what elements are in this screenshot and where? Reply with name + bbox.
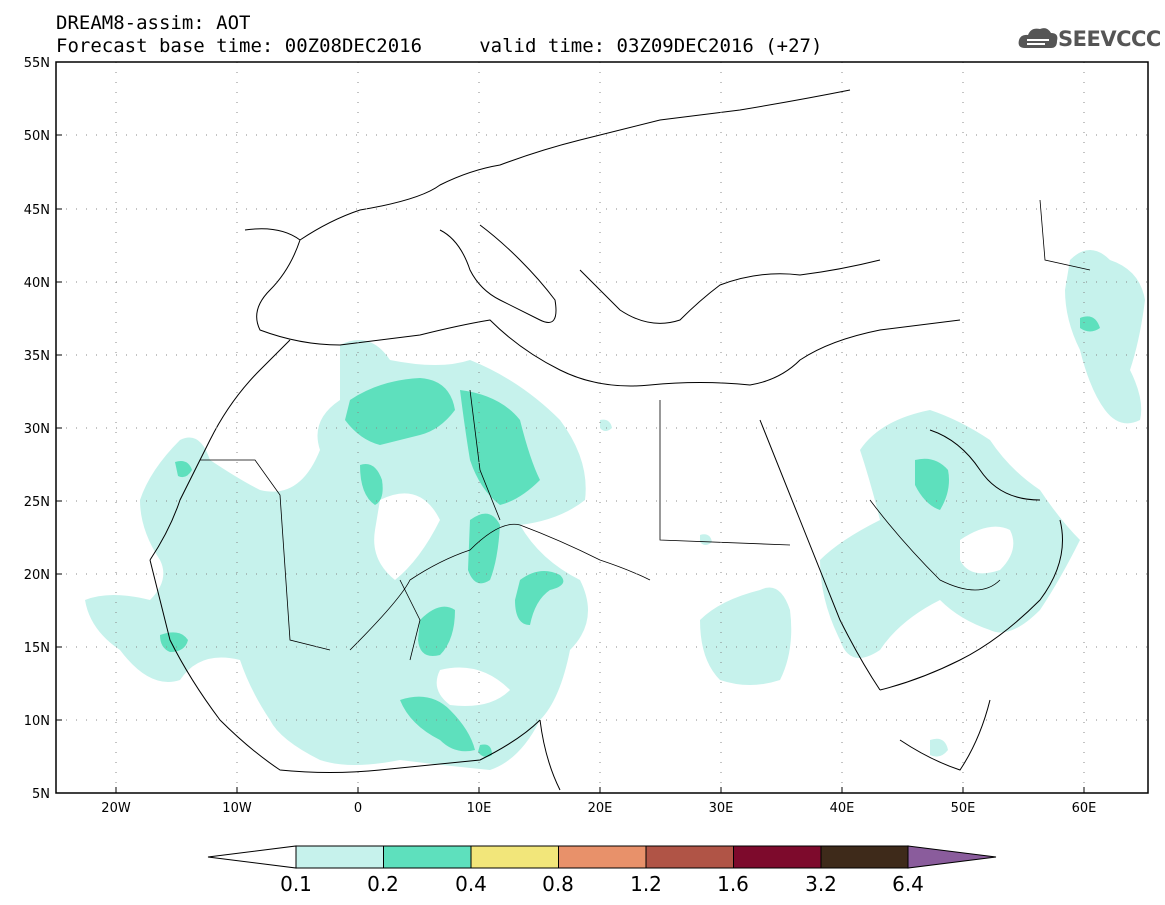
colorbar-min-arrow: [207, 845, 297, 869]
logo-text: SEEVCCC: [1058, 27, 1161, 51]
lat-label: 35N: [24, 349, 50, 364]
lat-labels: 55N 50N 45N 40N 35N 30N 25N 20N 15N 10N …: [24, 56, 50, 802]
colorbar-label: 3.2: [805, 872, 837, 896]
lon-label: 30E: [709, 801, 734, 816]
lon-label: 10E: [467, 801, 492, 816]
aot-layer-0.2: [160, 316, 1100, 757]
colorbar-label: 0.8: [542, 872, 574, 896]
lat-label: 30N: [24, 422, 50, 437]
colorbar-box: [470, 845, 559, 869]
lon-label: 20W: [101, 801, 131, 816]
colorbar-box: [645, 845, 734, 869]
lon-label: 40E: [830, 801, 855, 816]
colorbar-label: 0.1: [280, 872, 312, 896]
aot-field: [85, 250, 1145, 770]
lon-labels: 20W 10W 0 10E 20E 30E 40E 50E 60E: [101, 801, 1096, 816]
colorbar-box: [295, 845, 384, 869]
lat-label: 20N: [24, 568, 50, 583]
colorbar-box: [820, 845, 909, 869]
cloud-icon: [1018, 28, 1058, 48]
colorbar-box: [558, 845, 647, 869]
lat-label: 40N: [24, 276, 50, 291]
map-subtitle: Forecast base time: 00Z08DEC2016 valid t…: [56, 35, 823, 57]
colorbar-label: 1.6: [717, 872, 749, 896]
map-title: DREAM8-assim: AOT: [56, 12, 251, 34]
lon-label: 0: [354, 801, 362, 816]
colorbar: 0.1 0.2 0.4 0.8 1.2 1.6 3.2 6.4: [207, 845, 997, 896]
colorbar-boxes: [295, 845, 909, 869]
lon-label: 60E: [1072, 801, 1097, 816]
colorbar-label: 0.4: [455, 872, 487, 896]
lat-label: 55N: [24, 56, 50, 71]
graticule: [56, 62, 1148, 793]
lat-label: 10N: [24, 714, 50, 729]
colorbar-label: 6.4: [892, 872, 924, 896]
colorbar-labels: 0.1 0.2 0.4 0.8 1.2 1.6 3.2 6.4: [280, 872, 924, 896]
lat-label: 45N: [24, 203, 50, 218]
aot-layer-0.1: [85, 250, 1145, 770]
lat-label: 25N: [24, 495, 50, 510]
colorbar-max-arrow: [907, 845, 997, 869]
tick-marks: [56, 134, 1085, 793]
lat-label: 5N: [32, 787, 50, 802]
colorbar-box: [733, 845, 822, 869]
lon-label: 10W: [222, 801, 252, 816]
lat-label: 50N: [24, 129, 50, 144]
colorbar-label: 1.2: [630, 872, 662, 896]
lon-label: 50E: [951, 801, 976, 816]
colorbar-box: [383, 845, 472, 869]
coastlines: [149, 89, 1091, 791]
lon-label: 20E: [588, 801, 613, 816]
lat-label: 15N: [24, 641, 50, 656]
colorbar-label: 0.2: [367, 872, 399, 896]
